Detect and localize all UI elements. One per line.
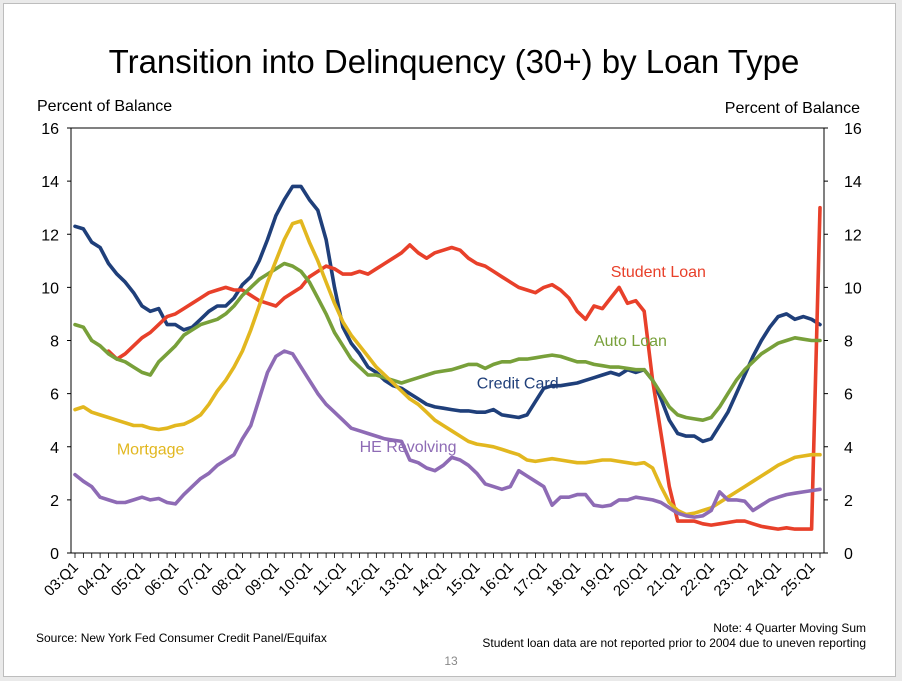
student-loan-note: Student loan data are not reported prior… xyxy=(482,636,866,650)
series-line-mortgage xyxy=(73,219,822,517)
x-tick-label: 16:Q1 xyxy=(476,559,517,600)
x-tick-label: 18:Q1 xyxy=(543,559,584,600)
y-tick-label-left: 10 xyxy=(41,280,59,297)
y-tick-label-left: 8 xyxy=(50,334,59,351)
x-tick-label: 23:Q1 xyxy=(711,559,752,600)
x-tick-label: 05:Q1 xyxy=(108,559,149,600)
x-tick-label: 11:Q1 xyxy=(310,559,350,599)
y-tick-label-right: 6 xyxy=(844,387,853,404)
x-tick-label: 15:Q1 xyxy=(443,559,484,600)
y-tick-label-right: 10 xyxy=(844,280,862,297)
series-line-student-loan xyxy=(106,205,822,531)
y-tick-label-right: 0 xyxy=(844,546,853,563)
x-tick-label: 09:Q1 xyxy=(242,559,283,600)
left-axis-label: Percent of Balance xyxy=(37,98,172,115)
x-tick-label: 03:Q1 xyxy=(41,559,82,600)
x-tick-label: 17:Q1 xyxy=(510,559,551,600)
series-label-he-revolving: HE Revolving xyxy=(360,439,457,456)
x-tick-label: 04:Q1 xyxy=(74,559,115,600)
y-tick-label-left: 2 xyxy=(50,493,59,510)
y-tick-label-left: 0 xyxy=(50,546,59,563)
x-tick-label: 25:Q1 xyxy=(778,559,819,600)
source-note: Source: New York Fed Consumer Credit Pan… xyxy=(36,631,327,645)
series-label-auto-loan: Auto Loan xyxy=(594,333,667,350)
series-line-auto-loan xyxy=(73,261,822,422)
plot-area xyxy=(70,127,825,554)
x-tick-label: 07:Q1 xyxy=(175,559,216,600)
series-label-student-loan: Student Loan xyxy=(611,264,706,281)
y-tick-label-right: 2 xyxy=(844,493,853,510)
x-tick-label: 21:Q1 xyxy=(644,559,685,600)
y-tick-label-right: 12 xyxy=(844,227,862,244)
x-tick-label: 14:Q1 xyxy=(409,559,450,600)
x-tick-label: 20:Q1 xyxy=(610,559,651,600)
y-tick-label-right: 8 xyxy=(844,334,853,351)
y-tick-label-right: 16 xyxy=(844,121,862,138)
y-tick-label-left: 4 xyxy=(50,440,59,457)
page-number: 13 xyxy=(444,654,458,668)
x-tick-label: 06:Q1 xyxy=(141,559,182,600)
x-tick-label: 22:Q1 xyxy=(677,559,718,600)
series-label-credit-card: Credit Card xyxy=(477,375,559,392)
moving-sum-note: Note: 4 Quarter Moving Sum xyxy=(713,621,866,635)
x-tick-label: 19:Q1 xyxy=(577,559,618,600)
series-label-mortgage: Mortgage xyxy=(117,442,185,459)
x-tick-label: 12:Q1 xyxy=(342,559,383,600)
right-axis-label: Percent of Balance xyxy=(725,100,860,117)
y-tick-label-left: 16 xyxy=(41,121,59,138)
series-line-he-revolving xyxy=(73,349,822,519)
y-tick-label-left: 6 xyxy=(50,387,59,404)
x-tick-label: 08:Q1 xyxy=(208,559,249,600)
series-line-credit-card xyxy=(73,184,822,444)
x-tick-label: 24:Q1 xyxy=(744,559,785,600)
y-tick-label-left: 12 xyxy=(41,227,59,244)
y-tick-label-left: 14 xyxy=(41,174,59,191)
delinquency-chart: Transition into Delinquency (30+) by Loa… xyxy=(36,43,866,668)
chart-title: Transition into Delinquency (30+) by Loa… xyxy=(109,43,800,80)
y-tick-label-right: 4 xyxy=(844,440,853,457)
slide: Transition into Delinquency (30+) by Loa… xyxy=(3,3,896,677)
x-tick-label: 10:Q1 xyxy=(275,559,316,600)
x-tick-label: 13:Q1 xyxy=(376,559,417,600)
y-tick-label-right: 14 xyxy=(844,174,862,191)
